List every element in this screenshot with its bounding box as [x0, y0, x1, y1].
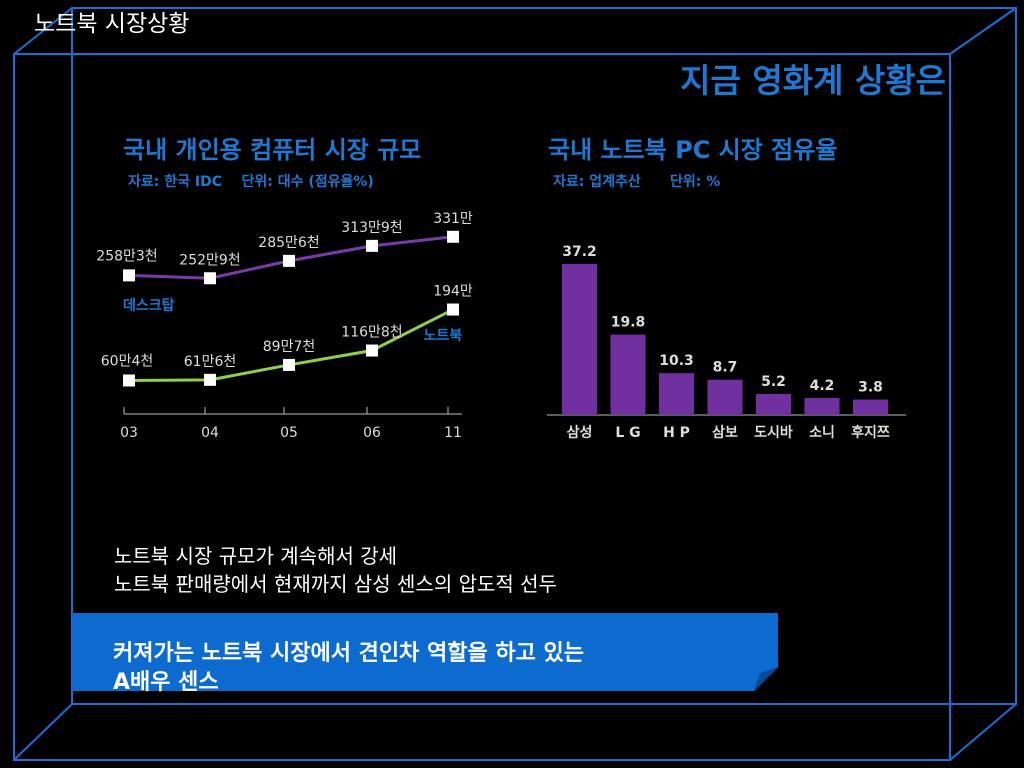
x-tick-label: 03 [120, 425, 138, 441]
line-chart: 03 04 05 06 11 258만3천 252만9천 285만6천 313만9천 331만데스… [96, 211, 473, 441]
data-point [366, 344, 378, 357]
data-point [283, 254, 295, 267]
data-point [204, 272, 216, 285]
bar-category-label: 삼성 [567, 425, 593, 441]
line-chart-title: 국내 개인용 컴퓨터 시장 규모 [123, 136, 422, 164]
bar [659, 373, 694, 415]
data-label: 61만6천 [184, 354, 236, 370]
banner-line-2: A배우 센스 [113, 670, 219, 695]
bar-chart-unit: 단위: % [670, 174, 721, 190]
data-label: 116만8천 [341, 325, 402, 341]
x-tick-label: 06 [363, 425, 381, 441]
bar [853, 399, 888, 415]
bar-value-label: 5.2 [761, 374, 786, 390]
data-point [447, 230, 459, 243]
data-label: 331만 [433, 211, 473, 227]
bar-chart-source: 자료: 업계추산 단위: % [553, 171, 720, 191]
x-tick-label: 05 [280, 425, 298, 441]
slide-title: 노트북 시장상황 [34, 11, 190, 37]
bar [804, 397, 840, 415]
bar-category-label: L G [615, 425, 640, 441]
bar [707, 379, 743, 415]
data-label: 60만4천 [101, 353, 153, 369]
bar-value-label: 3.8 [858, 380, 883, 396]
line-chart-unit: 단위: 대수 (점유율%) [241, 174, 374, 190]
banner-shape [72, 613, 779, 692]
bar-category-label: 소니 [809, 425, 835, 441]
data-point [447, 303, 459, 316]
x-tick-label: 04 [201, 425, 219, 441]
series-name-label: 노트북 [424, 328, 463, 344]
banner-line-1: 커져가는 노트북 시장에서 견인차 역할을 하고 있는 [113, 641, 584, 666]
data-point [204, 373, 216, 386]
bar-category-label: 도시바 [754, 425, 793, 441]
headline: 지금 영화계 상황은 [680, 61, 946, 100]
bar-category-label: 후지쯔 [851, 425, 890, 441]
data-label: 285만6천 [258, 235, 319, 251]
bar-value-label: 8.7 [713, 360, 738, 376]
data-label: 194만 [433, 284, 473, 300]
data-point [123, 374, 135, 387]
summary-line-1: 노트북 시장 규모가 계속해서 강세 [114, 544, 398, 568]
bar-category-label: H P [663, 425, 690, 441]
bar-chart-source-text: 자료: 업계추산 [553, 174, 641, 190]
data-point [366, 239, 378, 252]
x-tick-label: 11 [444, 425, 462, 441]
data-point [123, 269, 135, 282]
bar-value-label: 37.2 [562, 244, 597, 260]
bar-value-label: 4.2 [810, 378, 835, 394]
bar-value-label: 19.8 [611, 315, 646, 331]
data-label: 252만9천 [179, 252, 240, 268]
data-label: 258만3천 [96, 248, 157, 264]
data-label: 313만9천 [341, 220, 402, 236]
bar-value-label: 10.3 [659, 353, 694, 369]
bar [562, 264, 597, 415]
line-chart-source-text: 자료: 한국 IDC [128, 174, 222, 190]
series-name-label: 데스크탑 [123, 298, 175, 314]
summary-line-2: 노트북 판매량에서 현재까지 삼성 센스의 압도적 선두 [114, 572, 557, 596]
data-label: 89만7천 [263, 339, 315, 355]
data-point [283, 358, 295, 371]
line-chart-source: 자료: 한국 IDC 단위: 대수 (점유율%) [128, 171, 374, 191]
bar-chart: 37.2 삼성 19.8 L G 10.3 H P 8.7 삼보 5.2 도시바 4.2 소니 3.8 후… [547, 244, 906, 441]
bar-category-label: 삼보 [712, 425, 738, 441]
bar [610, 334, 646, 415]
bar-chart-title: 국내 노트북 PC 시장 점유율 [548, 136, 838, 164]
bar [756, 393, 791, 415]
